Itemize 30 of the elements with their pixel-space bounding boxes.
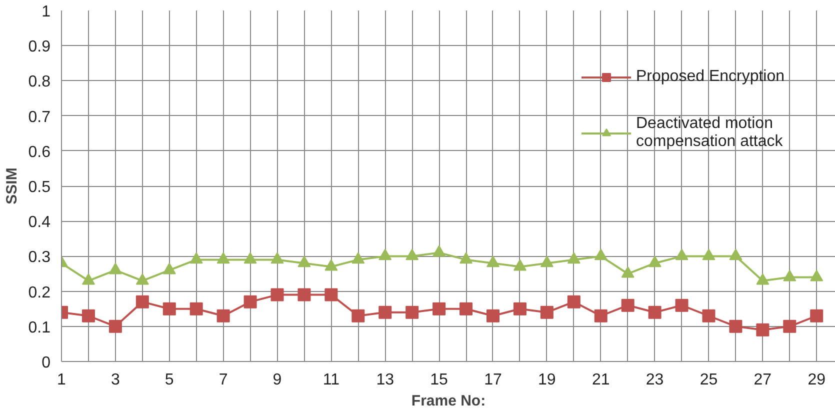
x-tick-label: 9 bbox=[272, 372, 282, 388]
x-tick-label: 23 bbox=[646, 372, 664, 388]
x-tick-label: 11 bbox=[322, 372, 340, 388]
x-tick-label: 1 bbox=[57, 372, 66, 388]
y-tick-label: 0.2 bbox=[28, 284, 51, 302]
x-tick-label: 13 bbox=[376, 372, 394, 388]
legend-label: Deactivated motion compensation attack bbox=[636, 115, 783, 151]
x-tick-label: 21 bbox=[592, 372, 610, 388]
x-tick-label: 27 bbox=[754, 372, 772, 388]
y-tick-label: 0.5 bbox=[28, 179, 51, 196]
x-tick-label: 15 bbox=[430, 372, 448, 388]
x-tick-label: 5 bbox=[164, 372, 174, 388]
y-tick-label: 0.9 bbox=[28, 38, 51, 56]
x-tick-label: 17 bbox=[484, 372, 502, 388]
x-axis-title: Frame No: bbox=[411, 392, 486, 410]
y-tick-label: 0.3 bbox=[28, 249, 51, 266]
legend-label: Proposed Encryption bbox=[636, 68, 785, 86]
x-tick-label: 7 bbox=[218, 372, 228, 388]
x-tick-label: 25 bbox=[700, 372, 718, 388]
y-tick-label: 0.4 bbox=[28, 214, 51, 232]
y-tick-label: 0.6 bbox=[28, 144, 51, 161]
y-tick-label: 0 bbox=[42, 354, 51, 372]
y-tick-label: 1 bbox=[42, 4, 51, 20]
x-tick-label: 19 bbox=[538, 372, 556, 388]
x-tick-label: 29 bbox=[808, 372, 826, 388]
y-tick-label: 0.1 bbox=[28, 319, 51, 336]
y-tick-label: 0.8 bbox=[28, 74, 51, 91]
x-tick-label: 3 bbox=[110, 372, 120, 388]
y-tick-label: 0.7 bbox=[28, 108, 51, 126]
y-axis-title: SSIM bbox=[3, 168, 20, 204]
